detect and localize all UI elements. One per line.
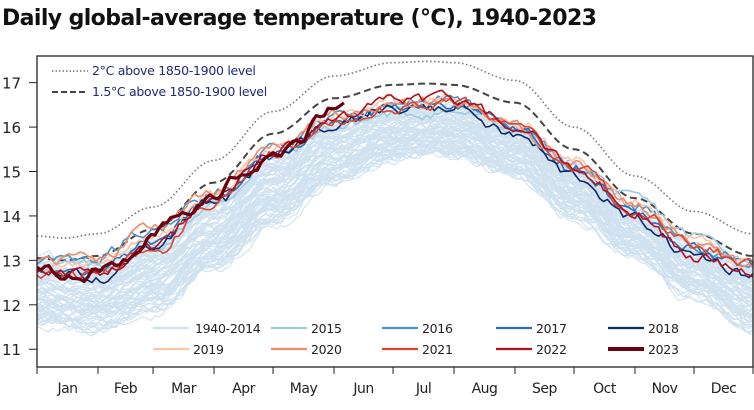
series-line-1940-2014 — [37, 128, 753, 300]
series-layer — [37, 89, 753, 285]
chart-title: Daily global-average temperature (°C), 1… — [2, 6, 597, 31]
reference-legend-label: 1.5°C above 1850-1900 level — [92, 84, 267, 99]
series-line-1940-2014 — [37, 131, 753, 314]
legend-label-2020: 2020 — [311, 342, 342, 357]
x-tick-label: Jul — [415, 381, 431, 397]
y-tick-label: 15 — [2, 164, 21, 182]
y-tick-label: 11 — [2, 341, 21, 359]
x-tick-label: Aug — [472, 381, 498, 397]
legend-label-2017: 2017 — [536, 321, 567, 336]
x-tick-label: Oct — [593, 381, 617, 397]
series-line-2018 — [37, 100, 753, 285]
series-line-1940-2014 — [37, 146, 753, 337]
series-line-1940-2014 — [37, 116, 753, 288]
legend-label-2023: 2023 — [648, 342, 679, 357]
x-tick-label: May — [290, 381, 318, 397]
x-tick-label: Jan — [56, 381, 77, 397]
x-tick-label: Nov — [652, 381, 678, 397]
y-tick-label: 17 — [2, 75, 21, 93]
x-tick-label: Apr — [232, 381, 255, 397]
plot-frame — [36, 55, 754, 368]
series-line-2020 — [37, 96, 753, 268]
y-tick-label: 13 — [2, 252, 21, 270]
series-line-2023 — [37, 101, 345, 284]
legend-label-2015: 2015 — [311, 321, 342, 336]
series-legend: 1940-2014 2015 2016 2017 2018 2019 2020 2021 202… — [153, 321, 679, 357]
legend-label-2018: 2018 — [648, 321, 679, 336]
x-tick-label: Dec — [711, 381, 737, 397]
series-line-1940-2014 — [37, 115, 753, 292]
y-tick-label: 16 — [2, 119, 21, 137]
legend-label-2022: 2022 — [536, 342, 567, 357]
x-axis: Jan Feb Mar Apr May Jun Jul Aug Sep Oct Nov Dec — [36, 367, 754, 397]
series-line-2021 — [37, 96, 753, 280]
y-tick-label: 12 — [2, 297, 21, 315]
x-tick-label: Sep — [532, 381, 558, 397]
series-line-2019 — [37, 92, 753, 273]
legend-label-2019: 2019 — [193, 342, 224, 357]
reference-legend-label: 2°C above 1850-1900 level — [92, 63, 256, 78]
reference-line-2c — [37, 60, 753, 240]
reference-legend: 2°C above 1850-1900 level 1.5°C above 185… — [52, 63, 267, 99]
x-tick-label: Mar — [171, 381, 197, 397]
y-axis: 11 12 13 14 15 16 17 — [2, 75, 37, 359]
legend-label-2016: 2016 — [422, 321, 453, 336]
series-line-2022 — [37, 89, 753, 278]
legend-label-2021: 2021 — [422, 342, 453, 357]
legend-label-1940-2014: 1940-2014 — [195, 321, 261, 336]
x-tick-label: Feb — [114, 381, 138, 397]
x-tick-label: Jun — [352, 381, 373, 397]
y-tick-label: 14 — [2, 208, 21, 226]
